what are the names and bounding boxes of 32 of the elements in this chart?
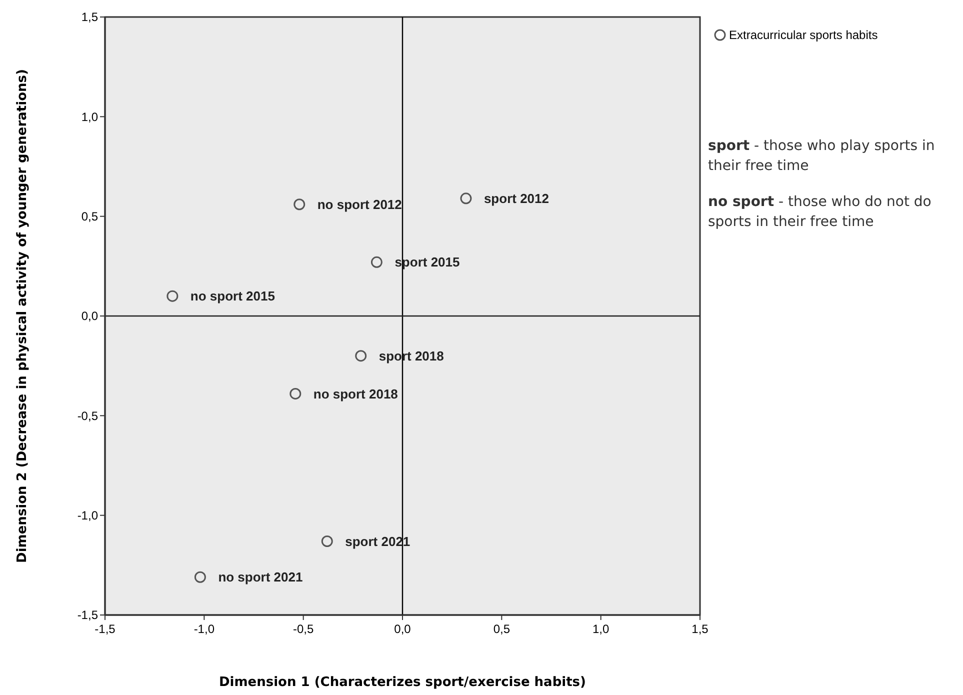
text: no sport - those who do not do sports in their free time bbox=[708, 194, 932, 230]
y-tick-label: -1,5 bbox=[77, 608, 98, 622]
y-axis-title: Dimension 2 (Decrease in physical activity of younger generations) bbox=[15, 69, 30, 563]
point bbox=[355, 350, 367, 362]
x-tick-label: -0,5 bbox=[292, 622, 314, 636]
y-tick-label: -1,0 bbox=[77, 508, 98, 523]
y-tick-label: 0,0 bbox=[81, 309, 98, 324]
x-tick-label: 1,5 bbox=[692, 622, 709, 636]
point bbox=[294, 198, 306, 210]
x-tick-label: 0,5 bbox=[493, 622, 510, 636]
point bbox=[290, 388, 302, 400]
x-axis-title: Dimension 1 (Characterizes sport/exercise habits) bbox=[219, 675, 586, 690]
point bbox=[370, 256, 382, 268]
x-tick-label: 1,0 bbox=[592, 622, 610, 636]
annotation: no sport 2021 bbox=[218, 570, 303, 585]
legend-label: Extracurricular sports habits bbox=[729, 28, 878, 42]
y-tick-label: -0,5 bbox=[77, 408, 98, 423]
annotation: no sport 2015 bbox=[190, 288, 275, 304]
point bbox=[194, 571, 206, 583]
x-tick-label: -1,0 bbox=[194, 622, 215, 636]
point bbox=[166, 290, 178, 302]
point bbox=[460, 192, 472, 204]
text: sport - those who play sports in their free time bbox=[708, 138, 935, 174]
annotation: sport 2012 bbox=[484, 190, 550, 206]
x-tick-label: -1,5 bbox=[94, 622, 116, 636]
y-tick-label: 1,5 bbox=[81, 10, 98, 24]
y-tick-label: 1,0 bbox=[81, 110, 98, 124]
annotation: no sport 2018 bbox=[313, 386, 398, 402]
point bbox=[321, 535, 333, 547]
x-tick-label: 0,0 bbox=[394, 622, 412, 636]
y-tick-label: 0,5 bbox=[81, 210, 98, 224]
annotation: no sport 2012 bbox=[317, 196, 402, 212]
